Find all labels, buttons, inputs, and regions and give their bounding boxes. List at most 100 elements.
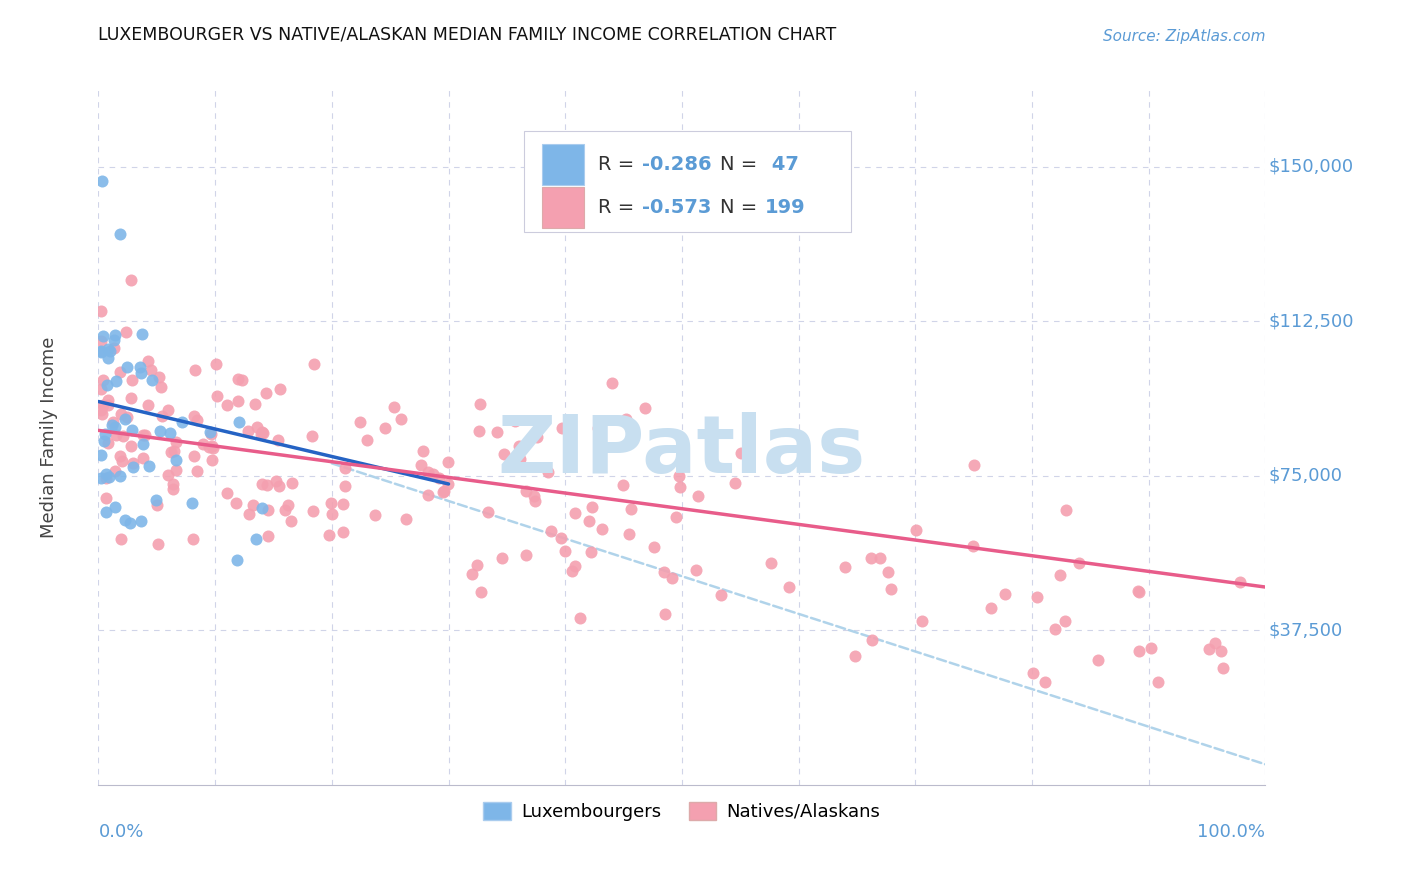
Point xyxy=(1033,674,1056,689)
Point xyxy=(267,478,290,492)
Point xyxy=(911,614,934,628)
Point xyxy=(578,514,600,528)
Text: Source: ZipAtlas.com: Source: ZipAtlas.com xyxy=(1102,29,1265,44)
Point xyxy=(250,476,273,491)
Point xyxy=(876,565,898,579)
Point xyxy=(90,343,112,358)
Point xyxy=(1053,615,1076,629)
Point xyxy=(90,345,112,359)
Point xyxy=(503,414,526,428)
Point xyxy=(537,465,560,479)
Point xyxy=(134,428,156,442)
Point xyxy=(374,421,396,435)
Point xyxy=(250,425,273,439)
Point xyxy=(186,464,208,478)
Point xyxy=(97,342,120,356)
Legend: Luxembourgers, Natives/Alaskans: Luxembourgers, Natives/Alaskans xyxy=(477,794,887,828)
Point xyxy=(122,456,145,470)
Text: N =: N = xyxy=(720,155,763,174)
Point xyxy=(90,174,112,188)
Point xyxy=(759,557,782,571)
Point xyxy=(904,523,927,537)
Point xyxy=(427,470,450,484)
Point xyxy=(880,582,903,597)
Point xyxy=(129,359,152,374)
Point xyxy=(1043,622,1066,636)
Point xyxy=(184,363,207,377)
Point xyxy=(148,369,170,384)
Point xyxy=(108,468,131,483)
Point xyxy=(131,428,153,442)
Point xyxy=(97,351,120,366)
Text: 199: 199 xyxy=(765,198,806,217)
Point xyxy=(131,437,153,451)
Point xyxy=(205,357,228,371)
Point xyxy=(412,444,434,458)
Point xyxy=(1198,642,1220,657)
Point xyxy=(101,418,124,433)
Point xyxy=(409,458,432,472)
Point xyxy=(302,504,325,518)
Point xyxy=(524,494,547,508)
Point xyxy=(254,386,277,401)
Text: ZIPatlas: ZIPatlas xyxy=(498,412,866,490)
Point xyxy=(332,525,354,540)
Point xyxy=(274,503,297,517)
Point xyxy=(114,412,136,426)
FancyBboxPatch shape xyxy=(541,187,583,228)
Point xyxy=(90,448,112,462)
FancyBboxPatch shape xyxy=(524,131,851,232)
Point xyxy=(600,376,623,390)
Point xyxy=(90,334,112,348)
Point xyxy=(149,424,172,438)
Point xyxy=(191,437,214,451)
Point xyxy=(470,585,492,599)
Point xyxy=(382,401,405,415)
Point xyxy=(654,607,676,621)
Point xyxy=(183,409,205,423)
Point xyxy=(468,397,491,411)
Point xyxy=(108,450,131,464)
Point xyxy=(104,464,127,478)
Point xyxy=(121,373,143,387)
Point xyxy=(569,611,592,625)
Point xyxy=(859,551,882,566)
Point xyxy=(243,397,266,411)
Point xyxy=(551,421,574,435)
Point xyxy=(1126,584,1149,599)
Point xyxy=(97,398,120,412)
Point xyxy=(1069,556,1091,570)
Point xyxy=(257,529,280,543)
Point xyxy=(91,373,114,387)
Point xyxy=(581,500,603,515)
Point xyxy=(108,365,131,379)
Point xyxy=(156,403,179,417)
Point xyxy=(120,391,142,405)
Point xyxy=(162,477,184,491)
Point xyxy=(461,566,484,581)
Point xyxy=(90,303,112,318)
Point xyxy=(104,374,127,388)
Point xyxy=(280,514,302,528)
Point xyxy=(332,497,354,511)
Point xyxy=(136,398,159,412)
Point xyxy=(588,421,610,435)
Point xyxy=(120,439,142,453)
Point xyxy=(492,447,515,461)
Point xyxy=(1026,590,1049,604)
Point xyxy=(94,470,117,484)
Point xyxy=(844,648,866,663)
Point xyxy=(201,453,224,467)
Point xyxy=(862,633,884,648)
Point xyxy=(564,506,586,520)
Point xyxy=(96,504,118,518)
Point xyxy=(468,424,491,438)
Point xyxy=(321,507,343,521)
Point xyxy=(250,427,273,442)
Point xyxy=(114,513,136,527)
Point xyxy=(301,429,323,443)
Point xyxy=(103,341,125,355)
Point xyxy=(115,359,138,374)
Point xyxy=(302,357,325,371)
Point xyxy=(103,334,125,348)
